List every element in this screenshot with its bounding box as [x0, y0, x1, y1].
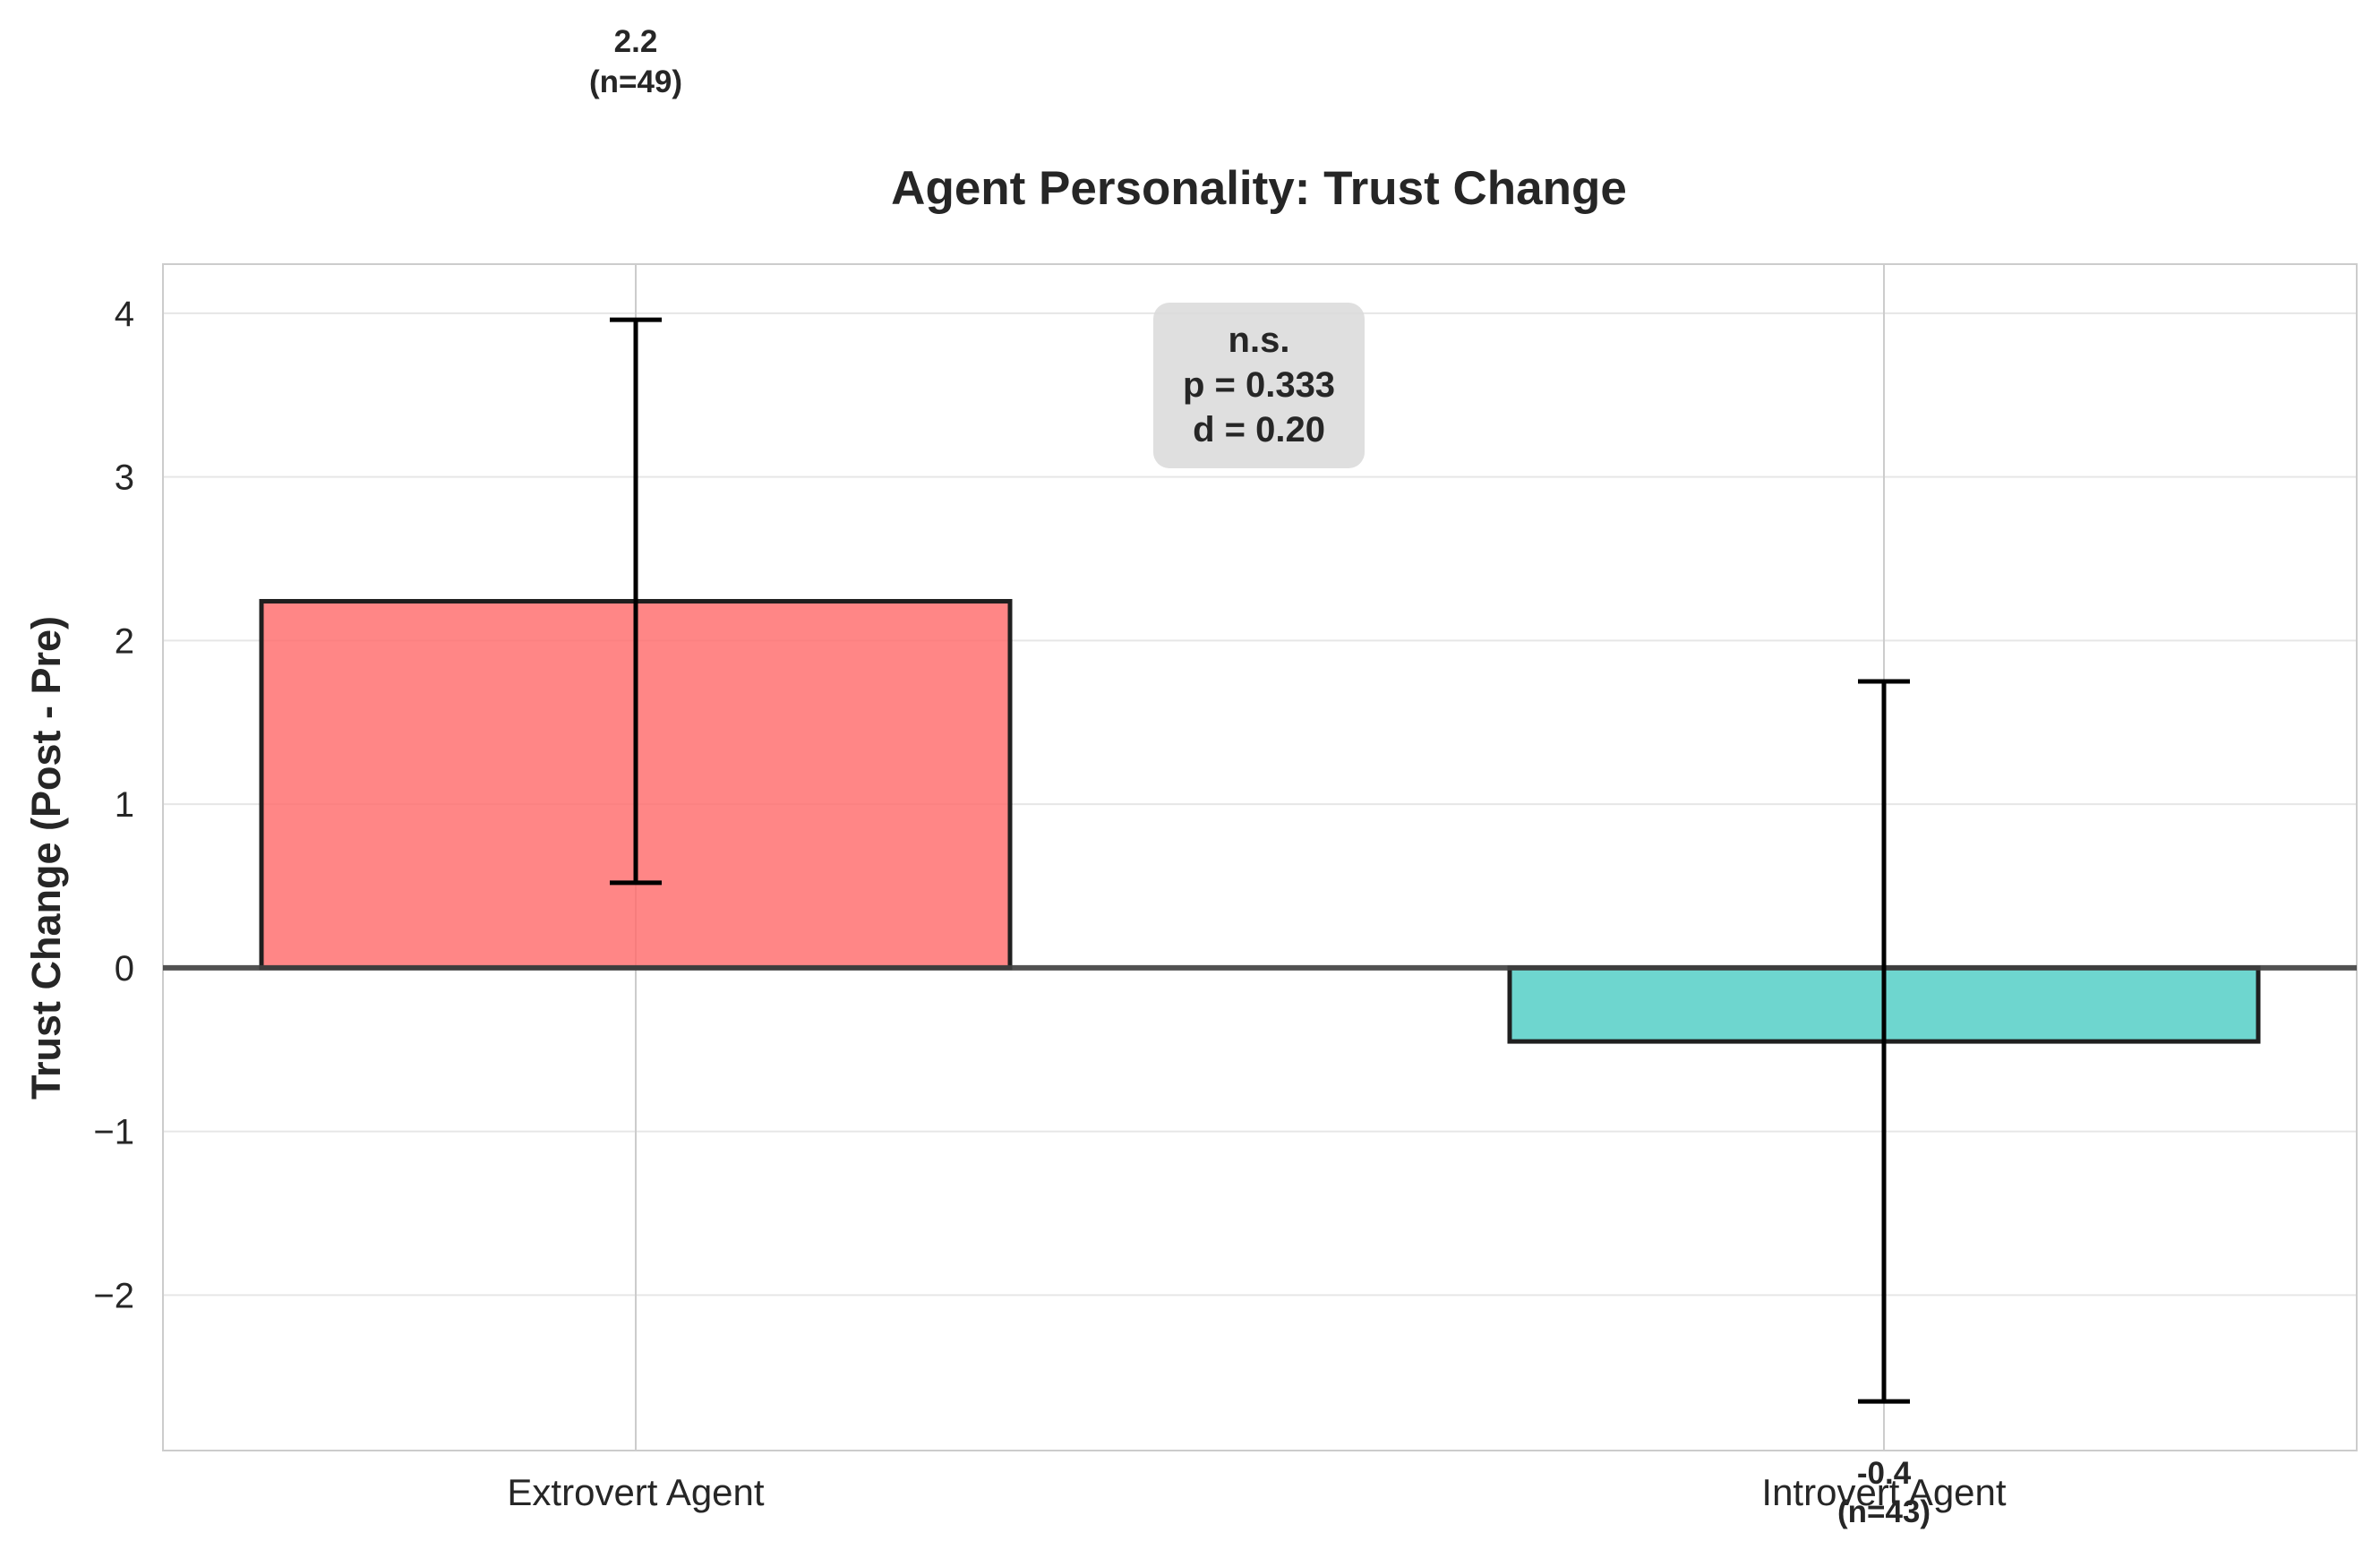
bar-value-label: -0.4 [1857, 1456, 1912, 1491]
x-tick-labels: Extrovert Agent Introvert Agent [507, 1471, 2006, 1513]
significance-annotation: n.s. p = 0.333 d = 0.20 [1153, 303, 1365, 468]
x-tick-label: Extrovert Agent [507, 1471, 764, 1513]
y-tick-label: 2 [115, 621, 134, 661]
y-tick-label: 1 [115, 785, 134, 825]
y-tick-label: −1 [93, 1113, 134, 1152]
y-tick-label: 4 [115, 295, 134, 334]
annotation-effect-size: d = 0.20 [1193, 410, 1325, 449]
bar-value-label: 2.2 [614, 24, 658, 59]
bar-n-label: (n=49) [589, 64, 682, 99]
bar-value-labels: 2.2 (n=49) -0.4(n=43) [589, 24, 1931, 1529]
annotation-box [1153, 303, 1365, 468]
plot-area [162, 263, 2358, 1451]
y-axis-label: Trust Change (Post - Pre) [23, 616, 69, 1100]
chart-title: Agent Personality: Trust Change [891, 162, 1627, 215]
annotation-significance: n.s. [1229, 321, 1290, 360]
x-tick-label: Introvert Agent [1761, 1471, 2006, 1513]
y-tick-labels: 4 3 2 1 0 −1 −2 [93, 295, 134, 1316]
y-tick-label: 0 [115, 949, 134, 989]
error-bars [610, 317, 1910, 1404]
y-tick-label: 3 [115, 458, 134, 498]
y-tick-label: −2 [93, 1276, 134, 1315]
annotation-p-value: p = 0.333 [1183, 365, 1335, 405]
bar-n-label: (n=43) [1837, 1494, 1931, 1529]
